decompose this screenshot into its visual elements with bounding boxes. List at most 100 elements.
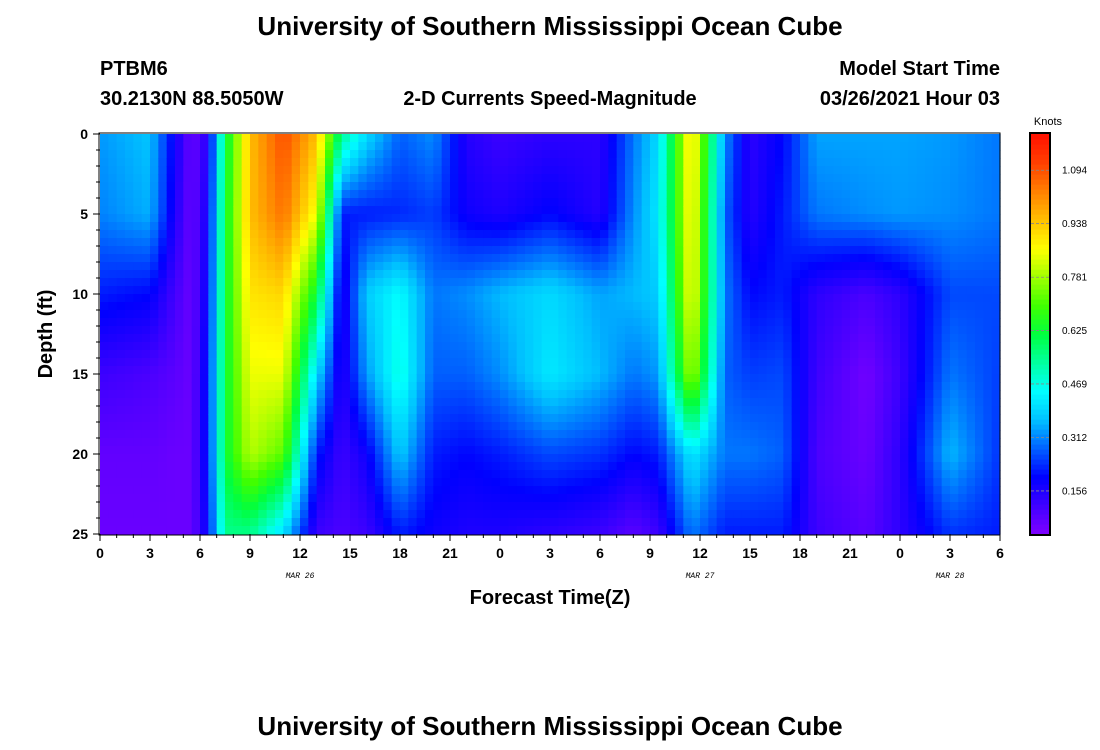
heatmap-cell <box>741 158 751 167</box>
heatmap-cell <box>166 262 176 271</box>
heatmap-cell <box>525 286 534 295</box>
heatmap-cell <box>458 382 468 391</box>
heatmap-cell <box>166 198 176 207</box>
heatmap-cell <box>708 422 718 431</box>
heatmap-cell <box>433 166 443 175</box>
heatmap-cell <box>900 470 909 479</box>
heatmap-cell <box>483 166 493 175</box>
heatmap-cell <box>800 518 809 527</box>
heatmap-cell <box>841 318 851 327</box>
heatmap-cell <box>533 350 543 359</box>
heatmap-cell <box>525 310 534 319</box>
heatmap-cell <box>700 486 709 495</box>
heatmap-cell <box>458 286 468 295</box>
heatmap-cell <box>191 406 201 415</box>
heatmap-cell <box>625 502 634 511</box>
heatmap-cell <box>433 414 443 423</box>
heatmap-cell <box>116 438 126 447</box>
heatmap-cell <box>533 238 543 247</box>
heatmap-cell <box>150 510 159 519</box>
heatmap-cell <box>241 486 251 495</box>
heatmap-cell <box>325 406 334 415</box>
heatmap-cell <box>250 262 259 271</box>
heatmap-cell <box>141 374 151 383</box>
heatmap-cell <box>225 294 234 303</box>
heatmap-cell <box>133 214 143 223</box>
heatmap-cell <box>833 438 843 447</box>
heatmap-cell <box>441 150 451 159</box>
heatmap-cell <box>116 526 126 535</box>
heatmap-cell <box>908 334 918 343</box>
heatmap-cell <box>633 286 643 295</box>
heatmap-cell <box>100 342 109 351</box>
heatmap-cell <box>391 382 401 391</box>
heatmap-cell <box>525 206 534 215</box>
heatmap-cell <box>700 198 709 207</box>
heatmap-cell <box>383 390 393 399</box>
heatmap-cell <box>891 294 901 303</box>
heatmap-cell <box>391 390 401 399</box>
heatmap-cell <box>308 174 318 183</box>
heatmap-cell <box>483 486 493 495</box>
heatmap-cell <box>166 406 176 415</box>
heatmap-cell <box>300 286 309 295</box>
heatmap-cell <box>858 526 868 535</box>
heatmap-cell <box>683 310 693 319</box>
heatmap-cell <box>900 526 909 535</box>
heatmap-cell <box>583 182 593 191</box>
heatmap-cell <box>441 278 451 287</box>
heatmap-cell <box>816 270 826 279</box>
heatmap-cell <box>475 254 484 263</box>
heatmap-cell <box>883 398 893 407</box>
heatmap-cell <box>891 142 901 151</box>
heatmap-cell <box>208 478 218 487</box>
heatmap-cell <box>808 446 818 455</box>
heatmap-cell <box>558 286 568 295</box>
heatmap-cell <box>666 422 676 431</box>
heatmap-cell <box>875 326 884 335</box>
heatmap-cell <box>633 518 643 527</box>
heatmap-cell <box>866 454 876 463</box>
heatmap-cell <box>133 134 143 143</box>
heatmap-cell <box>175 518 184 527</box>
heatmap-cell <box>825 486 834 495</box>
heatmap-cell <box>550 150 559 159</box>
heatmap-cell <box>408 382 418 391</box>
heatmap-cell <box>800 198 809 207</box>
heatmap-cell <box>350 182 359 191</box>
heatmap-cell <box>491 374 501 383</box>
heatmap-cell <box>725 270 734 279</box>
heatmap-cell <box>216 382 226 391</box>
heatmap-cell <box>616 398 626 407</box>
heatmap-cell <box>675 390 684 399</box>
heatmap-cell <box>616 302 626 311</box>
heatmap-cell <box>791 446 801 455</box>
heatmap-cell <box>358 270 368 279</box>
heatmap-cell <box>350 246 359 255</box>
heatmap-cell <box>466 326 476 335</box>
heatmap-cell <box>841 326 851 335</box>
heatmap-cell <box>450 294 459 303</box>
heatmap-cell <box>541 510 551 519</box>
heatmap-cell <box>441 366 451 375</box>
heatmap-cell <box>450 222 459 231</box>
heatmap-cell <box>133 422 143 431</box>
heatmap-cell <box>625 526 634 535</box>
heatmap-cell <box>858 366 868 375</box>
heatmap-cell <box>708 150 718 159</box>
heatmap-cell <box>858 398 868 407</box>
heatmap-cell <box>783 366 793 375</box>
heatmap-cell <box>308 294 318 303</box>
heatmap-cell <box>608 134 618 143</box>
heatmap-cell <box>491 358 501 367</box>
heatmap-cell <box>733 278 743 287</box>
heatmap-cell <box>208 278 218 287</box>
heatmap-cell <box>433 190 443 199</box>
heatmap-cell <box>408 150 418 159</box>
heatmap-cell <box>116 518 126 527</box>
heatmap-cell <box>308 494 318 503</box>
heatmap-cell <box>350 430 359 439</box>
heatmap-cell <box>700 406 709 415</box>
heatmap-cell <box>233 438 243 447</box>
heatmap-cell <box>216 190 226 199</box>
